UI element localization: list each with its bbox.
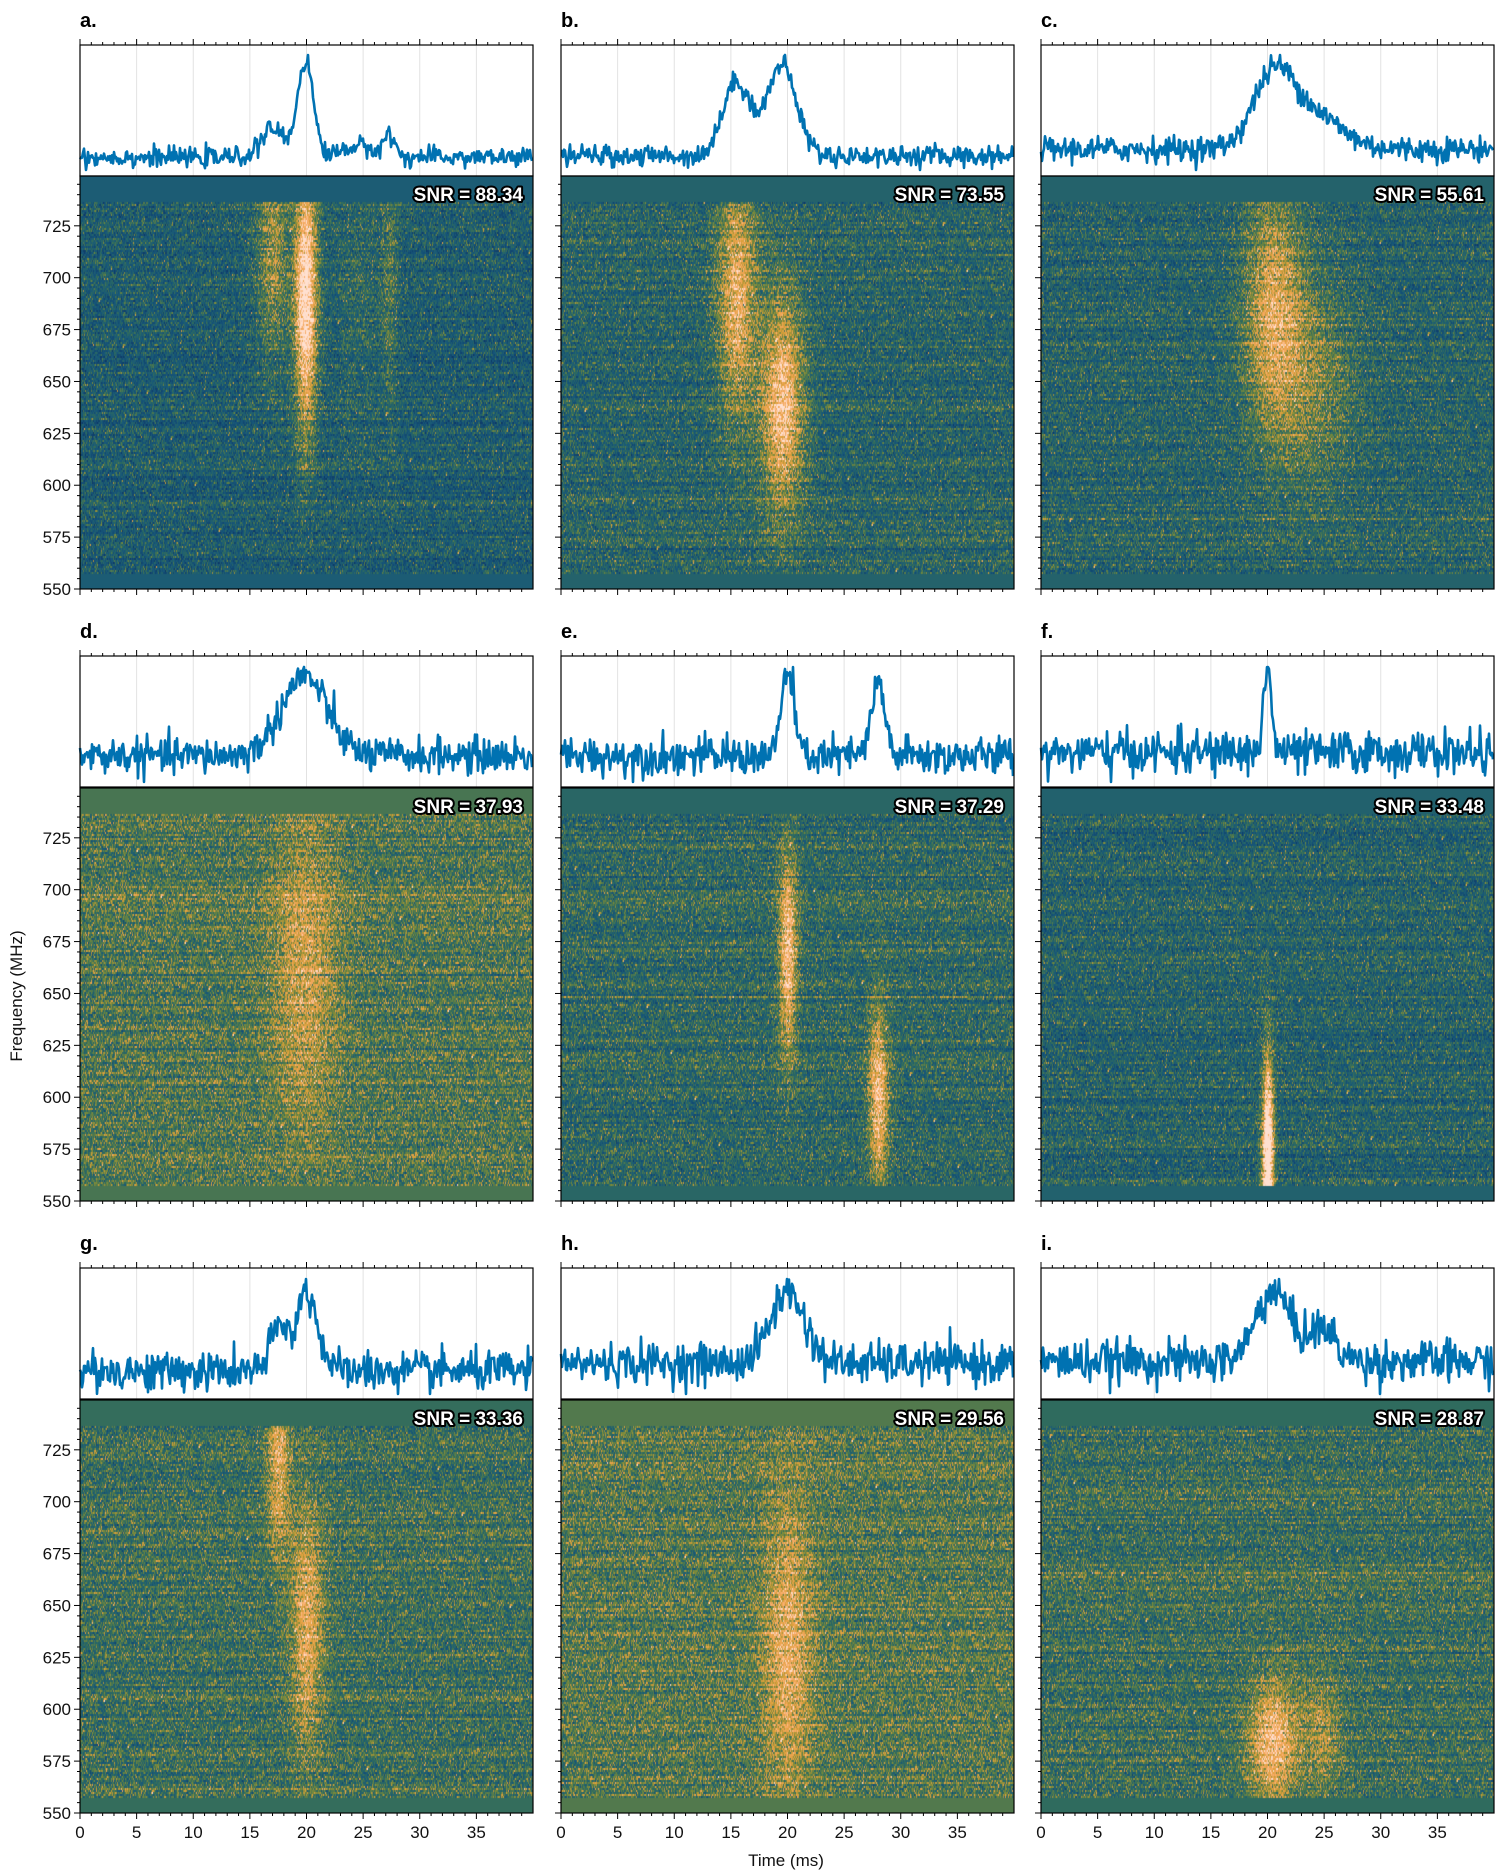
x-tick-label: 15 — [1201, 1823, 1220, 1842]
y-tick-label: 550 — [43, 1804, 71, 1823]
dynamic-spectrum-b — [561, 176, 1014, 589]
snr-label: SNR = 29.56 — [895, 1409, 1004, 1430]
y-tick-label: 625 — [43, 1648, 71, 1667]
snr-label: SNR = 55.61 — [1375, 185, 1485, 206]
y-tick-label: 625 — [43, 424, 71, 443]
spectrum-frame — [560, 1399, 1015, 1814]
panel-label: e. — [561, 621, 578, 643]
x-tick-label: 15 — [721, 1823, 740, 1842]
pulse-profile-line — [78, 1277, 534, 1396]
x-tick-label: 0 — [1036, 1823, 1045, 1842]
pulse-profile-line — [78, 665, 534, 784]
pulse-profile-line — [559, 665, 1015, 784]
y-tick-label: 675 — [43, 933, 71, 952]
x-tick-label: 20 — [297, 1823, 316, 1842]
panel-label: c. — [1041, 10, 1058, 32]
x-tick-label: 10 — [184, 1823, 203, 1842]
panel-label: a. — [80, 10, 97, 32]
x-tick-label: 30 — [410, 1823, 429, 1842]
panel-label: b. — [561, 10, 579, 32]
y-tick-label: 550 — [43, 1192, 71, 1211]
snr-label: SNR = 73.55 — [895, 185, 1005, 206]
x-tick-label: 5 — [132, 1823, 141, 1842]
pulse-profile-line — [1039, 665, 1495, 784]
pulse-profile-line — [1039, 53, 1495, 172]
panel-label: h. — [561, 1233, 579, 1255]
y-tick-label: 650 — [43, 372, 71, 391]
spectrum-frame — [560, 175, 1015, 590]
spectrum-frame — [79, 175, 534, 590]
y-tick-label: 725 — [43, 1441, 71, 1460]
y-tick-label: 575 — [43, 1140, 71, 1159]
snr-label: SNR = 33.36 — [414, 1409, 523, 1430]
y-tick-label: 650 — [43, 1596, 71, 1615]
dynamic-spectrum-i — [1041, 1400, 1494, 1813]
dynamic-spectrum-c — [1041, 176, 1494, 589]
dynamic-spectrum-f — [1041, 788, 1494, 1201]
y-axis-label: Frequency (MHz) — [7, 930, 26, 1061]
y-tick-label: 725 — [43, 829, 71, 848]
x-tick-label: 0 — [556, 1823, 565, 1842]
y-tick-label: 575 — [43, 1752, 71, 1771]
y-tick-label: 675 — [43, 1545, 71, 1564]
y-tick-label: 625 — [43, 1036, 71, 1055]
spectrum-frame — [79, 787, 534, 1202]
pulse-profile-line — [1039, 1277, 1495, 1396]
y-tick-label: 600 — [43, 476, 71, 495]
snr-label: SNR = 88.34 — [414, 185, 524, 206]
dynamic-spectrum-g — [80, 1400, 533, 1813]
x-tick-label: 30 — [891, 1823, 910, 1842]
pulse-profile-line — [78, 53, 534, 172]
y-tick-label: 700 — [43, 269, 71, 288]
snr-label: SNR = 37.29 — [895, 797, 1004, 818]
snr-label: SNR = 33.48 — [1375, 797, 1484, 818]
x-tick-label: 0 — [75, 1823, 84, 1842]
y-tick-label: 600 — [43, 1088, 71, 1107]
panel-label: g. — [80, 1233, 98, 1255]
dynamic-spectrum-h — [561, 1400, 1014, 1813]
y-tick-label: 675 — [43, 321, 71, 340]
x-tick-label: 5 — [1093, 1823, 1102, 1842]
y-tick-label: 550 — [43, 580, 71, 599]
spectrum-frame — [79, 1399, 534, 1814]
y-tick-label: 575 — [43, 528, 71, 547]
dynamic-spectrum-d — [80, 788, 533, 1201]
y-tick-label: 700 — [43, 881, 71, 900]
x-axis-label: Time (ms) — [748, 1851, 824, 1870]
x-tick-label: 25 — [354, 1823, 373, 1842]
pulse-profile-line — [559, 1277, 1015, 1396]
x-tick-label: 30 — [1371, 1823, 1390, 1842]
x-tick-label: 5 — [613, 1823, 622, 1842]
x-tick-label: 35 — [1428, 1823, 1447, 1842]
y-tick-label: 725 — [43, 217, 71, 236]
y-tick-label: 650 — [43, 984, 71, 1003]
panel-label: d. — [80, 621, 98, 643]
spectrum-frame — [1040, 1399, 1495, 1814]
x-tick-label: 25 — [835, 1823, 854, 1842]
pulse-profile-line — [560, 53, 1015, 172]
dynamic-spectrum-a — [80, 176, 533, 589]
dynamic-spectrum-e — [561, 788, 1014, 1201]
x-tick-label: 10 — [665, 1823, 684, 1842]
x-tick-label: 20 — [1258, 1823, 1277, 1842]
y-tick-label: 600 — [43, 1700, 71, 1719]
snr-label: SNR = 28.87 — [1375, 1409, 1484, 1430]
x-tick-label: 10 — [1145, 1823, 1164, 1842]
panel-label: i. — [1041, 1233, 1052, 1255]
spectrum-frame — [1040, 175, 1495, 590]
spectrum-frame — [1040, 787, 1495, 1202]
spectrum-frame — [560, 787, 1015, 1202]
x-tick-label: 20 — [778, 1823, 797, 1842]
x-tick-label: 35 — [467, 1823, 486, 1842]
x-tick-label: 35 — [948, 1823, 967, 1842]
x-tick-label: 15 — [240, 1823, 259, 1842]
x-tick-label: 25 — [1315, 1823, 1334, 1842]
panel-label: f. — [1041, 621, 1053, 643]
y-tick-label: 700 — [43, 1493, 71, 1512]
snr-label: SNR = 37.93 — [414, 797, 523, 818]
